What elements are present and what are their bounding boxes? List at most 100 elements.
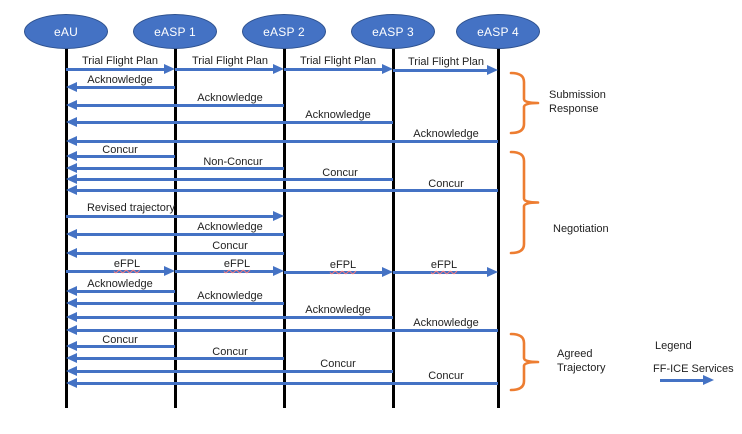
message-arrow <box>393 69 488 72</box>
arrowhead-icon <box>66 163 77 173</box>
message-label: Non-Concur <box>203 156 263 168</box>
message-arrow <box>66 68 165 71</box>
actor-eau: eAU <box>24 14 108 49</box>
lifeline-eau <box>64 48 68 408</box>
message-label: Acknowledge <box>413 128 479 140</box>
message-label: Concur <box>102 144 138 156</box>
message-label: eFPL <box>113 258 141 270</box>
message-arrow <box>76 104 284 107</box>
phase-brace <box>509 150 540 255</box>
arrowhead-icon <box>66 229 77 239</box>
actor-easp3: eASP 3 <box>351 14 435 49</box>
message-label: Concur <box>428 178 464 190</box>
message-arrow <box>76 233 284 236</box>
message-arrow <box>393 271 488 274</box>
actor-easp1: eASP 1 <box>133 14 217 49</box>
arrowhead-icon <box>66 298 77 308</box>
message-label: Trial Flight Plan <box>299 55 377 67</box>
message-arrow <box>76 167 284 170</box>
message-arrow <box>175 270 274 273</box>
message-label: Trial Flight Plan <box>407 56 485 68</box>
message-arrow <box>76 178 393 181</box>
message-label: Concur <box>212 346 248 358</box>
message-arrow <box>76 86 175 89</box>
arrowhead-icon <box>164 266 175 276</box>
message-arrow <box>76 252 284 255</box>
legend-item-label: FF-ICE Services <box>653 363 734 375</box>
message-label: Acknowledge <box>305 109 371 121</box>
message-label: eFPL <box>329 259 357 271</box>
arrowhead-icon <box>66 248 77 258</box>
arrowhead-icon <box>66 185 77 195</box>
message-label: Trial Flight Plan <box>191 55 269 67</box>
message-label: Acknowledge <box>197 92 263 104</box>
lifeline-easp1 <box>173 48 177 408</box>
message-label: Concur <box>102 334 138 346</box>
actor-easp2: eASP 2 <box>242 14 326 49</box>
arrowhead-icon <box>66 341 77 351</box>
legend-arrowhead-icon <box>703 375 714 385</box>
message-label: Concur <box>320 358 356 370</box>
arrowhead-icon <box>164 64 175 74</box>
message-arrow <box>76 370 393 373</box>
arrowhead-icon <box>66 353 77 363</box>
message-arrow <box>76 121 393 124</box>
message-label: eFPL <box>223 258 251 270</box>
arrowhead-icon <box>66 117 77 127</box>
message-label: Revised trajectory <box>86 202 176 214</box>
lifeline-easp4 <box>496 48 500 408</box>
message-arrow <box>76 189 498 192</box>
phase-brace <box>509 332 540 392</box>
legend-arrow-icon <box>660 379 703 382</box>
lifeline-easp2 <box>282 48 286 408</box>
message-label: Acknowledge <box>87 74 153 86</box>
lifeline-easp3 <box>391 48 395 408</box>
message-label: Acknowledge <box>413 317 479 329</box>
actor-easp4: eASP 4 <box>456 14 540 49</box>
phase-label: Agreed Trajectory <box>557 348 606 374</box>
arrowhead-icon <box>487 267 498 277</box>
message-arrow <box>66 270 165 273</box>
legend-title: Legend <box>655 340 692 352</box>
arrowhead-icon <box>66 325 77 335</box>
message-label: Acknowledge <box>197 290 263 302</box>
arrowhead-icon <box>273 266 284 276</box>
message-arrow <box>76 329 498 332</box>
arrowhead-icon <box>487 65 498 75</box>
message-arrow <box>284 271 383 274</box>
message-arrow <box>76 382 498 385</box>
message-label: Acknowledge <box>305 304 371 316</box>
message-label: eFPL <box>430 259 458 271</box>
message-label: Concur <box>322 167 358 179</box>
phase-label: Submission Response <box>549 89 606 115</box>
phase-label: Negotiation <box>553 223 609 235</box>
message-arrow <box>76 155 175 158</box>
message-label: Acknowledge <box>87 278 153 290</box>
arrowhead-icon <box>382 64 393 74</box>
message-arrow <box>284 68 383 71</box>
message-arrow <box>76 316 393 319</box>
arrowhead-icon <box>66 82 77 92</box>
arrowhead-icon <box>66 174 77 184</box>
arrowhead-icon <box>66 286 77 296</box>
phase-brace <box>509 71 540 135</box>
message-label: Trial Flight Plan <box>81 55 159 67</box>
arrowhead-icon <box>273 211 284 221</box>
message-arrow <box>76 302 284 305</box>
message-arrow <box>76 357 284 360</box>
arrowhead-icon <box>382 267 393 277</box>
message-label: Concur <box>212 240 248 252</box>
arrowhead-icon <box>66 378 77 388</box>
message-arrow <box>76 290 175 293</box>
arrowhead-icon <box>273 64 284 74</box>
message-label: Concur <box>428 370 464 382</box>
arrowhead-icon <box>66 366 77 376</box>
message-label: Acknowledge <box>197 221 263 233</box>
arrowhead-icon <box>66 312 77 322</box>
arrowhead-icon <box>66 151 77 161</box>
message-arrow <box>66 215 274 218</box>
arrowhead-icon <box>66 100 77 110</box>
message-arrow <box>76 345 175 348</box>
